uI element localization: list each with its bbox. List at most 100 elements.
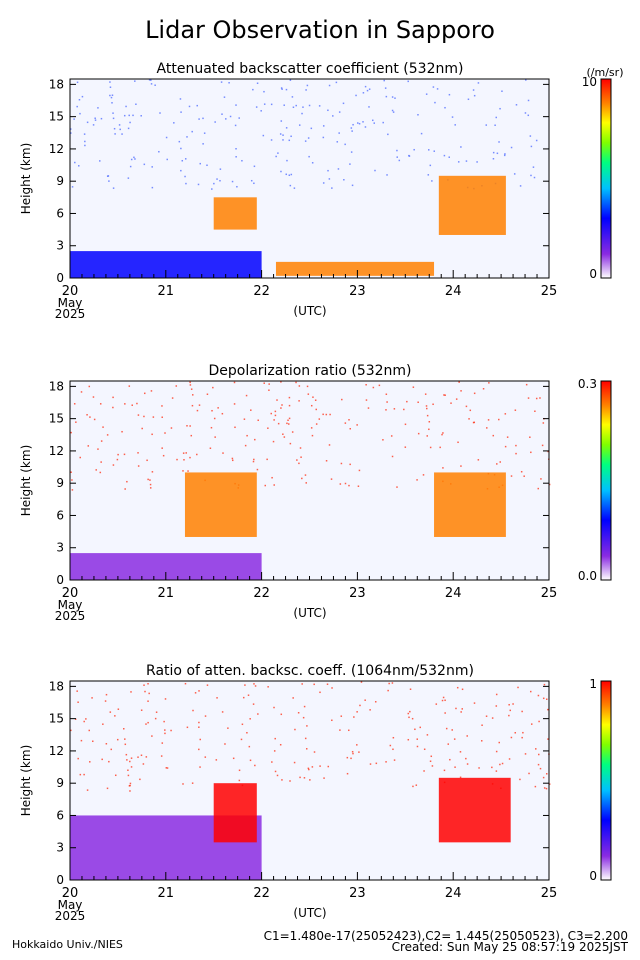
noise-speckle [116, 738, 119, 741]
noise-speckle [233, 381, 236, 384]
noise-speckle [509, 709, 512, 712]
noise-speckle [519, 185, 522, 187]
noise-speckle [109, 711, 112, 713]
noise-speckle [477, 459, 480, 461]
noise-speckle [219, 179, 221, 182]
noise-speckle [495, 770, 498, 772]
noise-speckle [248, 745, 251, 748]
noise-speckle [106, 434, 109, 436]
noise-speckle [175, 385, 178, 387]
noise-speckle [116, 458, 119, 461]
noise-speckle [88, 385, 91, 388]
noise-speckle [530, 174, 532, 177]
noise-speckle [426, 414, 429, 417]
noise-speckle [293, 761, 296, 764]
noise-speckle [196, 409, 199, 412]
noise-speckle [442, 467, 444, 469]
noise-speckle [242, 696, 245, 699]
colorbar-unit: (/m/sr) [587, 66, 624, 79]
noise-speckle [394, 97, 396, 99]
noise-speckle [473, 702, 476, 704]
y-tick-label: 12 [49, 444, 64, 458]
noise-speckle [215, 759, 218, 761]
noise-speckle [396, 149, 398, 152]
noise-speckle [128, 114, 130, 117]
noise-speckle [266, 458, 268, 461]
colorbar [600, 78, 612, 279]
noise-speckle [189, 456, 191, 459]
y-tick-label: 9 [56, 776, 64, 790]
noise-speckle [216, 697, 218, 699]
noise-speckle [425, 93, 428, 95]
noise-speckle [543, 787, 546, 789]
x-tick-label: 21 [158, 284, 175, 299]
noise-speckle [279, 743, 282, 746]
noise-speckle [241, 159, 243, 162]
noise-speckle [75, 421, 77, 423]
noise-speckle [508, 758, 511, 760]
noise-speckle [164, 432, 166, 434]
noise-speckle [327, 109, 329, 112]
noise-speckle [441, 433, 443, 436]
noise-speckle [191, 394, 194, 396]
noise-speckle [289, 780, 291, 782]
noise-speckle [111, 94, 114, 96]
feature-low-cloud [275, 261, 435, 276]
noise-speckle [97, 107, 99, 109]
noise-speckle [80, 739, 83, 742]
noise-speckle [189, 425, 191, 427]
noise-speckle [398, 159, 401, 162]
noise-speckle [217, 407, 219, 409]
noise-speckle [171, 397, 174, 399]
noise-speckle [244, 444, 247, 447]
noise-speckle [267, 686, 269, 688]
x-tick-label: 22 [253, 284, 270, 299]
noise-speckle [308, 155, 310, 158]
noise-speckle [126, 480, 128, 483]
footer-constants: C1=1.480e-17(25052423),C2= 1.445(2505052… [264, 929, 628, 943]
noise-speckle [456, 686, 459, 689]
noise-speckle [144, 690, 146, 693]
noise-speckle [501, 762, 504, 765]
noise-speckle [350, 151, 353, 153]
noise-speckle [461, 688, 464, 691]
noise-speckle [241, 723, 244, 726]
feature-cloud [213, 197, 257, 230]
noise-speckle [163, 720, 165, 723]
noise-speckle [451, 729, 453, 731]
noise-speckle [429, 446, 432, 449]
noise-speckle [298, 462, 300, 465]
noise-speckle [420, 132, 423, 135]
noise-speckle [391, 109, 394, 112]
noise-speckle [534, 410, 536, 412]
noise-speckle [84, 144, 86, 147]
noise-speckle [430, 755, 433, 758]
noise-speckle [161, 416, 163, 418]
noise-speckle [386, 174, 388, 176]
noise-speckle [349, 163, 351, 165]
noise-speckle [108, 180, 110, 182]
noise-speckle [192, 709, 194, 712]
noise-speckle [94, 117, 96, 120]
noise-speckle [127, 127, 130, 130]
noise-speckle [78, 165, 80, 167]
noise-speckle [349, 427, 352, 430]
noise-speckle [160, 755, 163, 757]
noise-speckle [332, 115, 334, 117]
noise-speckle [280, 381, 282, 383]
noise-speckle [124, 738, 126, 740]
noise-speckle [404, 446, 407, 448]
noise-speckle [118, 124, 121, 126]
noise-speckle [477, 82, 480, 84]
x-tick-label: 25 [541, 886, 558, 901]
noise-speckle [83, 773, 85, 776]
noise-speckle [388, 682, 390, 685]
x-tick-label: 24 [445, 586, 462, 601]
noise-speckle [143, 415, 145, 418]
noise-speckle [319, 691, 321, 694]
noise-speckle [449, 758, 451, 761]
noise-speckle [547, 738, 549, 740]
noise-speckle [238, 779, 241, 782]
noise-speckle [542, 422, 545, 424]
noise-speckle [288, 396, 291, 399]
